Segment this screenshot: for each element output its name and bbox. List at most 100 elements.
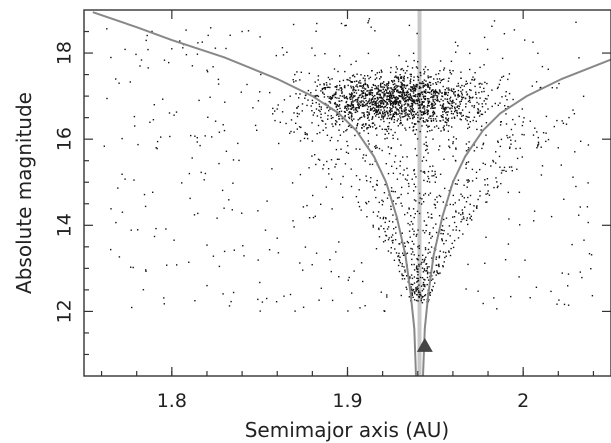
scatter-point <box>350 87 353 89</box>
scatter-point <box>455 98 458 100</box>
scatter-point <box>453 221 456 224</box>
scatter-point <box>418 293 421 296</box>
scatter-point <box>376 184 378 186</box>
scatter-point <box>362 123 365 125</box>
scatter-point <box>410 253 413 255</box>
scatter-point <box>461 98 463 101</box>
scatter-point <box>454 202 456 204</box>
scatter-point <box>396 97 399 99</box>
scatter-point <box>478 83 480 85</box>
scatter-point <box>432 118 435 120</box>
scatter-point <box>460 193 462 195</box>
scatter-point <box>423 268 426 270</box>
scatter-point <box>374 98 376 100</box>
scatter-point <box>156 140 159 143</box>
scatter-point <box>428 98 430 100</box>
scatter-point <box>324 53 326 55</box>
scatter-point <box>413 123 416 125</box>
scatter-point <box>395 167 398 170</box>
scatter-point <box>380 69 382 71</box>
scatter-point <box>396 178 399 180</box>
scatter-point <box>413 233 415 236</box>
scatter-point <box>382 82 384 84</box>
scatter-point <box>424 112 427 115</box>
scatter-point <box>405 99 408 102</box>
scatter-point <box>323 84 325 86</box>
scatter-point <box>404 72 407 74</box>
scatter-point <box>363 115 365 117</box>
scatter-point <box>465 118 467 120</box>
scatter-point <box>295 80 297 82</box>
scatter-point <box>421 160 424 162</box>
scatter-point <box>550 215 553 218</box>
scatter-point <box>389 94 392 96</box>
scatter-point <box>384 89 387 91</box>
scatter-point <box>466 217 468 219</box>
scatter-point <box>450 110 453 112</box>
scatter-point <box>427 252 429 254</box>
scatter-point <box>406 118 409 120</box>
scatter-point <box>446 111 448 113</box>
scatter-point <box>402 77 405 79</box>
scatter-point <box>296 71 298 73</box>
scatter-point <box>475 177 478 179</box>
scatter-point <box>358 94 361 97</box>
scatter-point <box>381 116 383 118</box>
scatter-point <box>427 175 429 178</box>
scatter-point <box>505 91 507 93</box>
scatter-point <box>456 112 459 115</box>
scatter-point <box>442 251 445 253</box>
scatter-point <box>406 240 409 243</box>
scatter-point <box>486 201 488 203</box>
scatter-point <box>442 100 444 102</box>
scatter-point <box>304 246 307 248</box>
scatter-point <box>375 101 377 103</box>
scatter-point <box>412 130 414 132</box>
scatter-point <box>358 103 361 105</box>
scatter-point <box>259 36 261 38</box>
scatter-point <box>312 216 315 219</box>
scatter-point <box>403 109 405 111</box>
scatter-point <box>354 108 357 110</box>
scatter-point <box>562 122 565 124</box>
scatter-point <box>315 89 317 91</box>
scatter-point <box>410 283 412 285</box>
scatter-point <box>432 98 434 101</box>
scatter-point <box>196 53 199 55</box>
scatter-point <box>347 152 350 154</box>
scatter-point <box>351 107 353 109</box>
scatter-point <box>406 167 408 170</box>
scatter-point <box>475 91 477 94</box>
scatter-point <box>533 210 536 212</box>
scatter-point <box>407 91 409 94</box>
scatter-point <box>405 111 407 114</box>
scatter-point <box>503 33 506 35</box>
scatter-point <box>415 290 417 292</box>
scatter-point <box>439 90 441 92</box>
scatter-point <box>306 134 308 136</box>
scatter-point <box>479 97 481 99</box>
scatter-point <box>413 269 416 271</box>
scatter-point <box>193 214 196 216</box>
scatter-point <box>390 205 392 208</box>
scatter-point <box>374 146 376 148</box>
scatter-point <box>381 112 384 114</box>
scatter-point <box>377 88 379 90</box>
scatter-point <box>418 87 420 89</box>
scatter-point <box>393 161 396 163</box>
scatter-point <box>385 217 387 219</box>
scatter-point <box>512 98 514 101</box>
scatter-point <box>329 83 331 85</box>
scatter-point <box>422 229 424 232</box>
scatter-point <box>397 138 399 140</box>
scatter-point <box>375 196 377 199</box>
scatter-point <box>496 308 498 310</box>
scatter-point <box>218 265 221 268</box>
scatter-point <box>409 94 412 97</box>
scatter-point <box>429 81 432 84</box>
scatter-point <box>410 110 412 112</box>
scatter-point <box>434 173 436 175</box>
scatter-point <box>425 224 427 226</box>
scatter-point <box>461 94 463 96</box>
scatter-point <box>387 84 389 87</box>
